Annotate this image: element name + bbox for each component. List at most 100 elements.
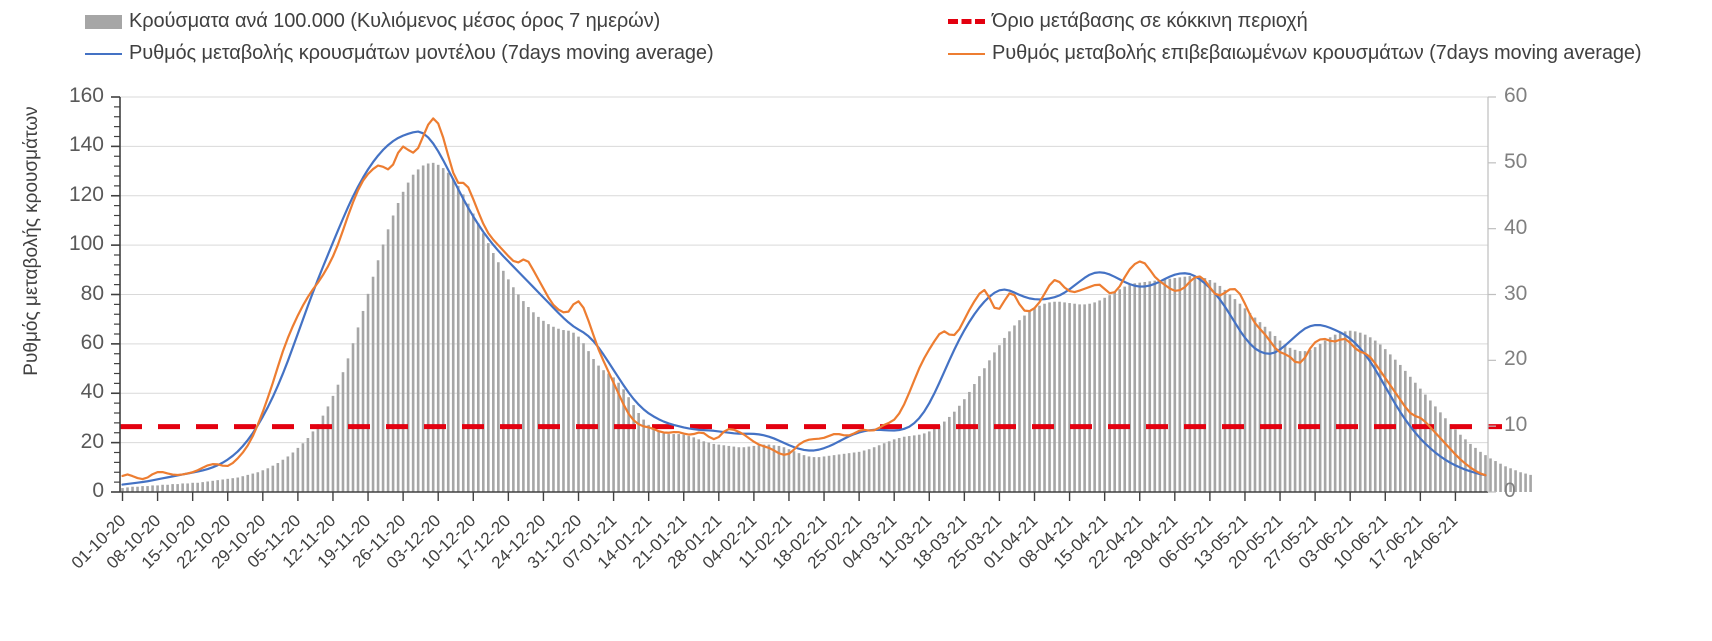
y-axis-right-tick-label: 60	[1504, 84, 1528, 107]
bar	[1263, 326, 1267, 492]
bar	[577, 336, 580, 492]
bar	[366, 293, 370, 492]
bar	[497, 262, 500, 492]
bar	[602, 370, 605, 492]
bar	[1128, 284, 1132, 492]
bar	[797, 453, 801, 492]
bar	[712, 443, 716, 492]
legend-item-confirmed-rate[interactable]: Ρυθμός μεταβολής επιβεβαιωμένων κρουσμάτ…	[948, 42, 1642, 65]
bar-swatch-icon	[85, 14, 122, 29]
bar	[953, 411, 956, 492]
bar	[597, 365, 600, 492]
y-axis-left-tick-label: 40	[80, 380, 104, 404]
bar	[166, 484, 169, 492]
bar	[1399, 364, 1402, 492]
bar	[877, 445, 881, 492]
legend-item-red-threshold[interactable]: Όριο μετάβασης σε κόκκινη περιοχή	[948, 10, 1308, 33]
bar	[1103, 297, 1106, 492]
bar	[1303, 351, 1307, 492]
bar	[487, 243, 490, 492]
bar	[932, 428, 936, 492]
bar	[522, 301, 525, 492]
bar	[537, 316, 540, 492]
bar	[361, 310, 365, 492]
bar	[1449, 424, 1452, 492]
bar	[1283, 344, 1287, 492]
bar	[857, 451, 861, 492]
bar	[617, 382, 620, 492]
bar	[1123, 286, 1127, 492]
bar	[316, 424, 320, 492]
bar	[1524, 473, 1527, 492]
bar	[657, 431, 660, 492]
bar	[351, 343, 355, 492]
bar	[943, 421, 946, 492]
bar	[1328, 337, 1332, 492]
bar	[867, 449, 871, 492]
bar	[963, 399, 966, 492]
bar	[246, 474, 250, 492]
bar	[988, 360, 991, 492]
bar	[622, 389, 625, 492]
bar	[552, 326, 555, 492]
bar	[281, 459, 285, 492]
bar	[161, 484, 164, 492]
bar	[572, 332, 575, 492]
bar	[1439, 412, 1442, 492]
bar	[762, 444, 766, 492]
y-axis-left-tick-label: 0	[92, 479, 104, 502]
bar	[1504, 466, 1507, 492]
legend-item-model-rate[interactable]: Ρυθμός μεταβολής κρουσμάτων μοντέλου (7d…	[85, 42, 714, 65]
bar	[767, 444, 771, 492]
bar	[1088, 303, 1091, 492]
bar	[1148, 281, 1152, 492]
bar	[582, 343, 585, 492]
bar	[1133, 283, 1137, 492]
bar	[356, 327, 360, 492]
bar	[221, 479, 225, 492]
bar	[396, 202, 400, 492]
bar	[802, 455, 806, 492]
bar	[832, 455, 836, 492]
bar	[968, 391, 971, 492]
bar	[647, 424, 650, 492]
bar	[146, 486, 149, 492]
bar	[156, 485, 159, 492]
bar	[1158, 280, 1162, 492]
bar	[256, 472, 260, 492]
bar	[1258, 322, 1262, 492]
bar	[1073, 303, 1076, 492]
bar	[737, 447, 741, 492]
bar	[301, 443, 305, 492]
bar	[1048, 302, 1051, 492]
legend-item-cases-per-100k[interactable]: Κρούσματα ανά 100.000 (Κυλιόμενος μέσος …	[85, 10, 660, 33]
bar	[286, 456, 290, 492]
bar	[1444, 418, 1447, 492]
bar	[1093, 302, 1096, 492]
bar	[517, 294, 520, 492]
bar	[476, 223, 480, 492]
bar	[993, 352, 996, 492]
y-axis-right-tick-label: 10	[1504, 413, 1528, 437]
bar	[557, 328, 560, 492]
bar	[722, 445, 726, 492]
bar	[917, 434, 921, 492]
bar	[587, 351, 590, 492]
bar	[446, 172, 450, 493]
bar	[1233, 299, 1237, 492]
bar	[842, 453, 846, 492]
bar	[948, 416, 951, 492]
bar	[436, 164, 440, 492]
bar	[827, 455, 831, 492]
bar	[1313, 347, 1317, 492]
bar	[1514, 470, 1517, 492]
bar	[862, 450, 866, 492]
bar	[847, 453, 851, 492]
bar	[326, 406, 330, 492]
bar	[1373, 340, 1377, 492]
bar	[411, 174, 415, 492]
y-axis-right-tick-label: 30	[1504, 281, 1528, 305]
bar	[426, 163, 430, 492]
bar	[1023, 315, 1026, 492]
